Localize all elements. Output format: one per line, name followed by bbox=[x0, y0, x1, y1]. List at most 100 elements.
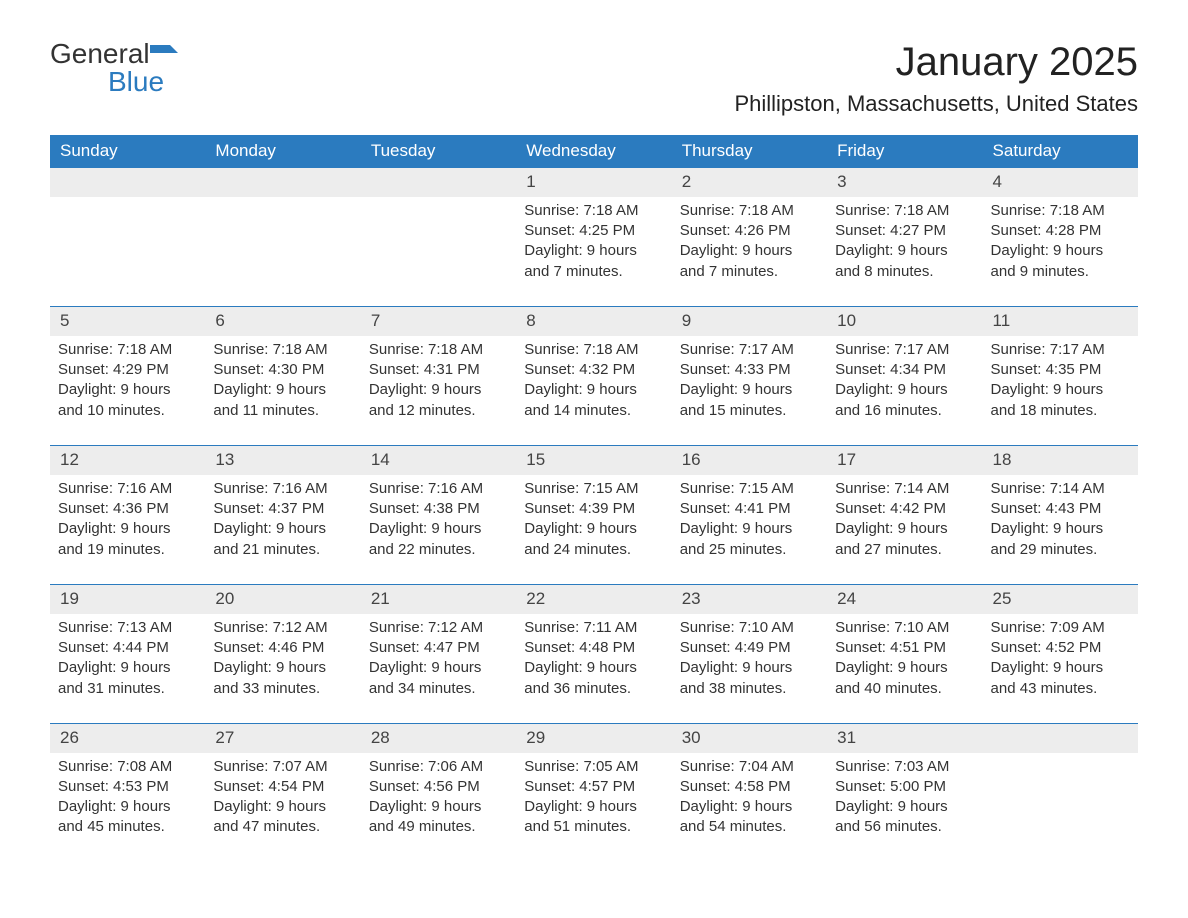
day-number-cell: 9 bbox=[672, 306, 827, 335]
day-number-cell: 22 bbox=[516, 584, 671, 613]
day-detail-line: and 31 minutes. bbox=[58, 679, 197, 699]
weekday-header: Wednesday bbox=[516, 135, 671, 168]
day-detail-cell: Sunrise: 7:12 AMSunset: 4:47 PMDaylight:… bbox=[361, 614, 516, 724]
day-detail-line: Daylight: 9 hours bbox=[991, 241, 1130, 261]
day-detail-line: Daylight: 9 hours bbox=[213, 380, 352, 400]
logo-flag-icon bbox=[150, 41, 180, 68]
day-detail-line: Daylight: 9 hours bbox=[524, 658, 663, 678]
day-detail-line: Daylight: 9 hours bbox=[58, 797, 197, 817]
day-number-cell: 4 bbox=[983, 168, 1138, 197]
weekday-header: Monday bbox=[205, 135, 360, 168]
day-detail-line: and 27 minutes. bbox=[835, 540, 974, 560]
day-detail-line: and 21 minutes. bbox=[213, 540, 352, 560]
day-detail-line: and 10 minutes. bbox=[58, 401, 197, 421]
day-number-row: 19202122232425 bbox=[50, 584, 1138, 613]
day-detail-line: and 7 minutes. bbox=[680, 262, 819, 282]
day-detail-cell: Sunrise: 7:17 AMSunset: 4:35 PMDaylight:… bbox=[983, 336, 1138, 446]
day-detail-line: Sunset: 4:43 PM bbox=[991, 499, 1130, 519]
day-detail-cell: Sunrise: 7:15 AMSunset: 4:39 PMDaylight:… bbox=[516, 475, 671, 585]
day-detail-line: Daylight: 9 hours bbox=[835, 797, 974, 817]
day-detail-line: and 43 minutes. bbox=[991, 679, 1130, 699]
day-detail-line: Daylight: 9 hours bbox=[58, 380, 197, 400]
day-detail-line: Daylight: 9 hours bbox=[369, 797, 508, 817]
day-number-cell: 11 bbox=[983, 306, 1138, 335]
day-number-cell: 19 bbox=[50, 584, 205, 613]
day-detail-line: and 24 minutes. bbox=[524, 540, 663, 560]
day-detail-line: Sunset: 4:48 PM bbox=[524, 638, 663, 658]
day-detail-line: Sunrise: 7:18 AM bbox=[991, 201, 1130, 221]
day-detail-line: Sunrise: 7:08 AM bbox=[58, 757, 197, 777]
day-detail-cell: Sunrise: 7:18 AMSunset: 4:25 PMDaylight:… bbox=[516, 197, 671, 307]
day-number-row: 12131415161718 bbox=[50, 445, 1138, 474]
day-detail-cell: Sunrise: 7:16 AMSunset: 4:38 PMDaylight:… bbox=[361, 475, 516, 585]
day-detail-line: Daylight: 9 hours bbox=[369, 658, 508, 678]
day-detail-line: Sunrise: 7:18 AM bbox=[213, 340, 352, 360]
day-detail-line: Sunset: 4:30 PM bbox=[213, 360, 352, 380]
day-detail-line: and 9 minutes. bbox=[991, 262, 1130, 282]
day-detail-cell: Sunrise: 7:06 AMSunset: 4:56 PMDaylight:… bbox=[361, 753, 516, 862]
day-number-cell bbox=[983, 723, 1138, 752]
day-detail-line: Sunrise: 7:15 AM bbox=[524, 479, 663, 499]
day-detail-line: Sunrise: 7:11 AM bbox=[524, 618, 663, 638]
day-number-cell: 2 bbox=[672, 168, 827, 197]
day-detail-line: Daylight: 9 hours bbox=[524, 380, 663, 400]
weekday-header: Sunday bbox=[50, 135, 205, 168]
day-detail-line: Sunrise: 7:13 AM bbox=[58, 618, 197, 638]
day-number-cell: 18 bbox=[983, 445, 1138, 474]
day-detail-line: Sunset: 4:31 PM bbox=[369, 360, 508, 380]
day-detail-line: Sunrise: 7:04 AM bbox=[680, 757, 819, 777]
weekday-header-row: SundayMondayTuesdayWednesdayThursdayFrid… bbox=[50, 135, 1138, 168]
day-detail-line: Sunrise: 7:03 AM bbox=[835, 757, 974, 777]
weekday-header: Tuesday bbox=[361, 135, 516, 168]
day-detail-line: and 18 minutes. bbox=[991, 401, 1130, 421]
day-detail-cell: Sunrise: 7:03 AMSunset: 5:00 PMDaylight:… bbox=[827, 753, 982, 862]
day-detail-line: Sunset: 4:39 PM bbox=[524, 499, 663, 519]
day-detail-cell: Sunrise: 7:15 AMSunset: 4:41 PMDaylight:… bbox=[672, 475, 827, 585]
logo: General Blue bbox=[50, 40, 180, 96]
day-number-cell: 28 bbox=[361, 723, 516, 752]
day-detail-line: and 38 minutes. bbox=[680, 679, 819, 699]
day-detail-line: Sunset: 4:32 PM bbox=[524, 360, 663, 380]
day-detail-line: Daylight: 9 hours bbox=[524, 519, 663, 539]
day-detail-line: Sunrise: 7:18 AM bbox=[524, 340, 663, 360]
day-detail-line: Sunset: 4:26 PM bbox=[680, 221, 819, 241]
month-title: January 2025 bbox=[734, 40, 1138, 85]
title-block: January 2025 Phillipston, Massachusetts,… bbox=[734, 40, 1138, 127]
day-detail-line: Sunrise: 7:14 AM bbox=[835, 479, 974, 499]
weekday-header: Saturday bbox=[983, 135, 1138, 168]
day-detail-line: Sunset: 4:37 PM bbox=[213, 499, 352, 519]
day-detail-line: and 56 minutes. bbox=[835, 817, 974, 837]
day-detail-row: Sunrise: 7:16 AMSunset: 4:36 PMDaylight:… bbox=[50, 475, 1138, 585]
day-detail-line: Sunset: 4:58 PM bbox=[680, 777, 819, 797]
day-detail-line: Daylight: 9 hours bbox=[991, 519, 1130, 539]
day-detail-line: Sunset: 4:54 PM bbox=[213, 777, 352, 797]
day-detail-line: Daylight: 9 hours bbox=[680, 519, 819, 539]
day-detail-line: and 54 minutes. bbox=[680, 817, 819, 837]
day-detail-line: Sunset: 4:57 PM bbox=[524, 777, 663, 797]
day-detail-line: Sunrise: 7:17 AM bbox=[680, 340, 819, 360]
day-detail-line: Sunrise: 7:09 AM bbox=[991, 618, 1130, 638]
day-detail-line: Sunrise: 7:18 AM bbox=[835, 201, 974, 221]
day-detail-line: Sunrise: 7:18 AM bbox=[58, 340, 197, 360]
day-detail-line: Sunset: 4:44 PM bbox=[58, 638, 197, 658]
day-detail-line: and 40 minutes. bbox=[835, 679, 974, 699]
day-detail-line: Sunrise: 7:16 AM bbox=[213, 479, 352, 499]
day-detail-cell: Sunrise: 7:07 AMSunset: 4:54 PMDaylight:… bbox=[205, 753, 360, 862]
day-detail-line: and 19 minutes. bbox=[58, 540, 197, 560]
day-detail-line: Daylight: 9 hours bbox=[524, 797, 663, 817]
day-detail-line: and 49 minutes. bbox=[369, 817, 508, 837]
day-detail-line: Sunrise: 7:18 AM bbox=[369, 340, 508, 360]
day-detail-cell: Sunrise: 7:18 AMSunset: 4:29 PMDaylight:… bbox=[50, 336, 205, 446]
day-number-cell: 3 bbox=[827, 168, 982, 197]
day-number-cell bbox=[205, 168, 360, 197]
day-detail-cell: Sunrise: 7:18 AMSunset: 4:27 PMDaylight:… bbox=[827, 197, 982, 307]
day-number-row: 567891011 bbox=[50, 306, 1138, 335]
day-number-cell: 26 bbox=[50, 723, 205, 752]
day-detail-line: Sunset: 4:33 PM bbox=[680, 360, 819, 380]
day-number-cell: 1 bbox=[516, 168, 671, 197]
day-detail-line: and 7 minutes. bbox=[524, 262, 663, 282]
day-detail-row: Sunrise: 7:18 AMSunset: 4:29 PMDaylight:… bbox=[50, 336, 1138, 446]
day-detail-line: Daylight: 9 hours bbox=[213, 797, 352, 817]
day-detail-line: Daylight: 9 hours bbox=[835, 658, 974, 678]
day-detail-line: and 11 minutes. bbox=[213, 401, 352, 421]
